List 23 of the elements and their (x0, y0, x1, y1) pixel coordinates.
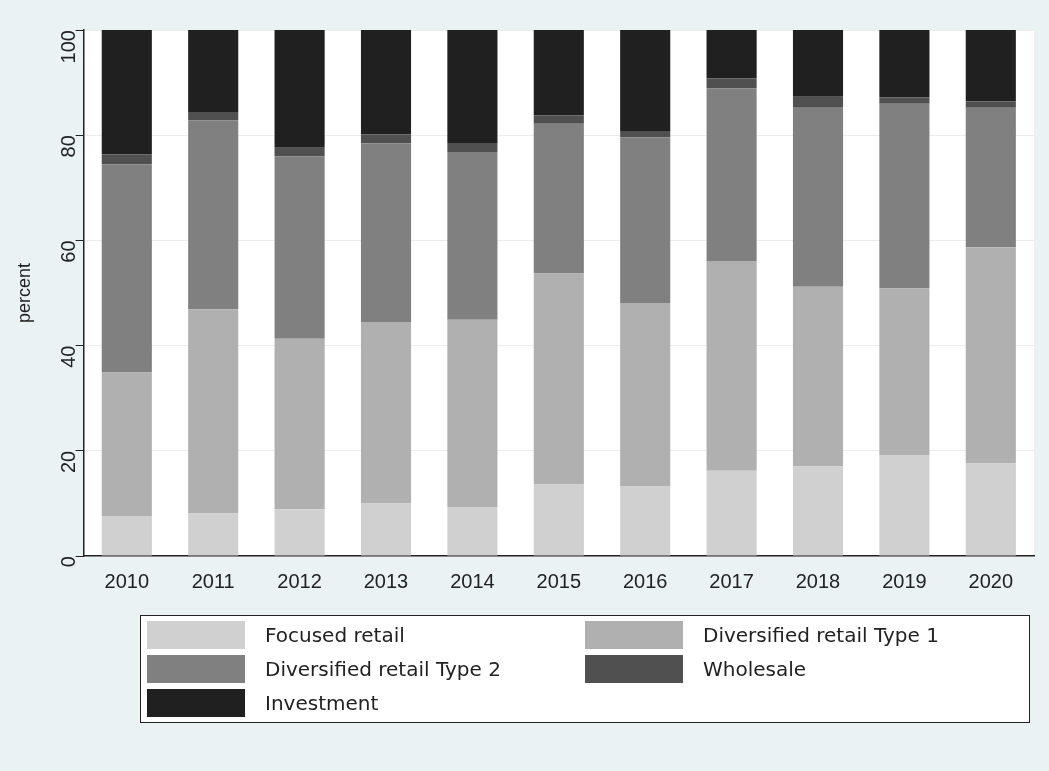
y-tick-label: 0 (57, 556, 80, 568)
x-tick-label: 2015 (536, 569, 582, 592)
y-tick-label: 100 (57, 30, 80, 64)
x-tick-label: 2018 (795, 569, 841, 592)
y-tick-label: 20 (57, 450, 80, 474)
x-tick-label: 2020 (968, 569, 1014, 592)
x-tick-label: 2014 (450, 569, 495, 592)
x-tick-label: 2011 (191, 569, 235, 592)
legend-label: Diversified retail Type 1 (703, 623, 939, 647)
legend-label: Investment (265, 691, 379, 715)
y-axis-title: percent (13, 262, 34, 324)
x-tick-label: 2016 (622, 569, 668, 592)
x-tick-label: 2010 (104, 569, 150, 592)
x-tick-label: 2017 (709, 569, 754, 592)
x-tick-label: 2013 (363, 569, 409, 592)
y-tick-label: 40 (57, 345, 80, 368)
y-tick-label: 80 (57, 135, 80, 158)
x-tick-label: 2019 (882, 569, 927, 592)
legend-label: Diversified retail Type 2 (265, 657, 501, 681)
y-tick-label: 60 (57, 240, 80, 263)
x-tick-label: 2012 (277, 569, 322, 592)
legend-label: Focused retail (265, 623, 405, 647)
legend-label: Wholesale (703, 657, 807, 681)
